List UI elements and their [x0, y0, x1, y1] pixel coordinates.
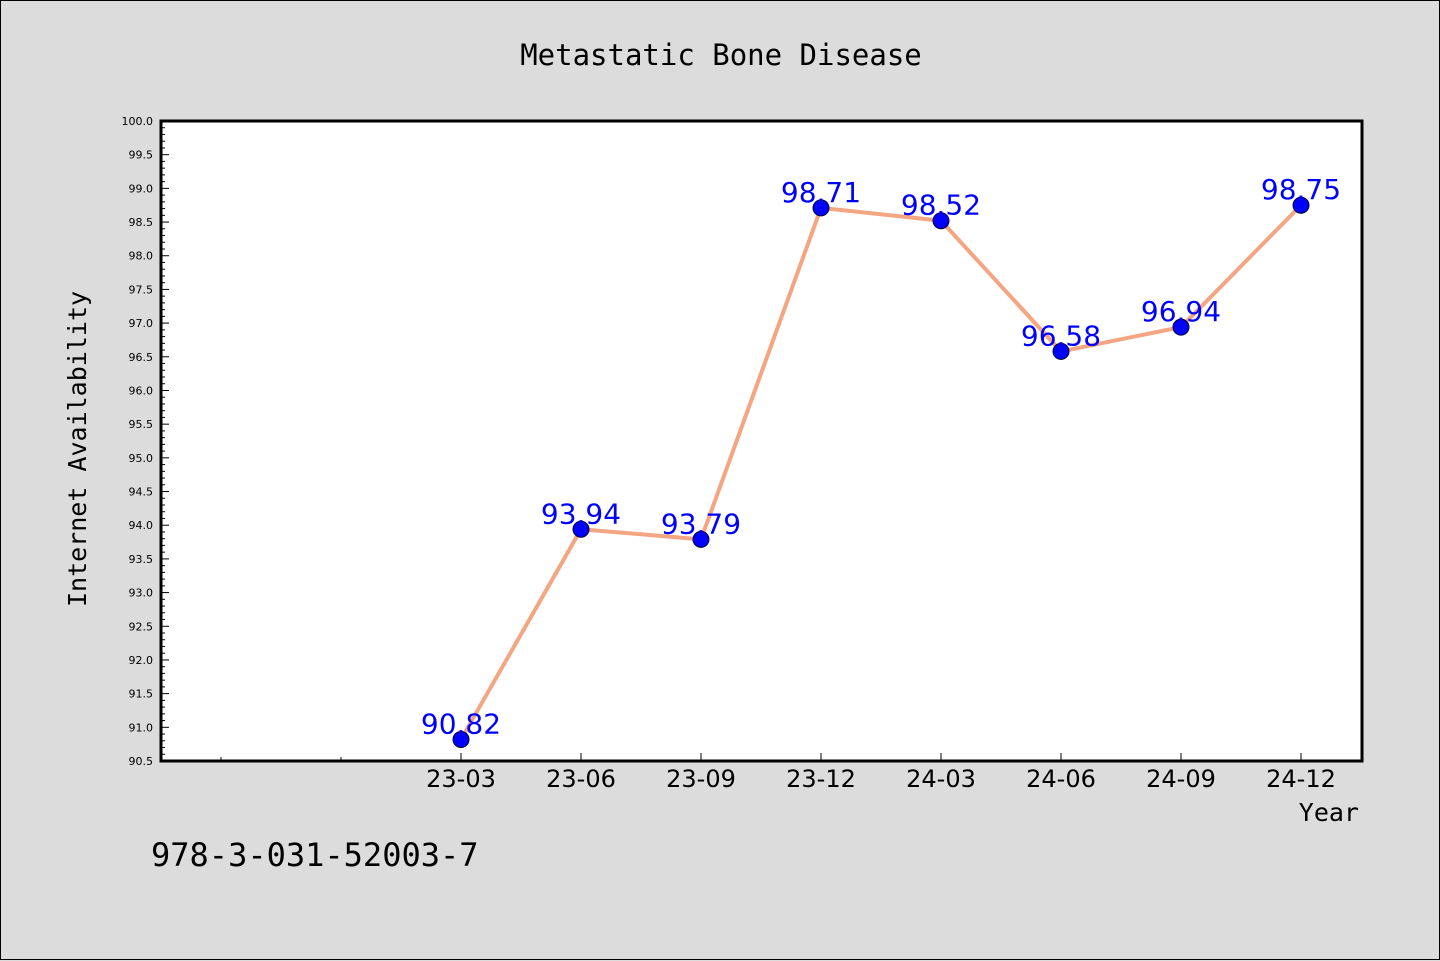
x-tick-label: 24-03 — [906, 765, 976, 793]
data-point — [1052, 342, 1070, 360]
y-axis-label: Internet Availability — [63, 291, 92, 607]
y-tick-label: 94.5 — [129, 486, 154, 499]
plot-area — [159, 119, 1364, 763]
y-tick-label: 96.5 — [129, 351, 154, 364]
x-tick-label: 23-06 — [546, 765, 616, 793]
data-point — [1172, 318, 1190, 336]
y-tick-label: 93.0 — [129, 587, 154, 600]
data-label: 98.52 — [901, 189, 981, 222]
x-tick-label: 24-06 — [1026, 765, 1096, 793]
y-tick-label: 93.5 — [129, 553, 154, 566]
data-label: 96.58 — [1021, 319, 1101, 352]
data-label: 98.71 — [781, 176, 861, 209]
data-point — [572, 520, 590, 538]
x-tick-label: 23-03 — [426, 765, 496, 793]
y-tick-label: 91.0 — [129, 721, 154, 734]
y-tick-label: 99.0 — [129, 182, 154, 195]
data-label: 98.75 — [1261, 173, 1341, 206]
data-label: 93.79 — [661, 507, 741, 540]
y-tick-label: 91.5 — [129, 688, 154, 701]
y-tick-label: 94.0 — [129, 519, 154, 532]
series-polyline — [459, 203, 1303, 741]
x-tick-label: 23-12 — [786, 765, 856, 793]
data-point — [452, 730, 470, 748]
x-tick-label: 23-09 — [666, 765, 736, 793]
data-point — [692, 530, 710, 548]
y-tick-label: 90.5 — [129, 755, 154, 768]
footnote: 978-3-031-52003-7 — [151, 836, 479, 874]
data-point — [1292, 196, 1310, 214]
x-axis-label: Year — [1299, 798, 1359, 827]
y-tick-label: 98.0 — [129, 250, 154, 263]
y-axis: 90.5 91.0 91.5 92.0 92.5 93.0 93.5 94.0 94.5 95.0… — [122, 115, 169, 768]
y-tick-label: 95.5 — [129, 418, 154, 431]
y-tick-label: 95.0 — [129, 452, 154, 465]
data-point — [812, 199, 830, 217]
x-axis: 23-03 23-06 23-09 23-12 24-03 24-06 24-09 24-12 — [220, 753, 1336, 793]
y-tick-label: 96.0 — [129, 384, 154, 397]
data-point — [932, 212, 950, 230]
data-label: 90.82 — [421, 707, 501, 740]
data-label: 93.94 — [541, 497, 621, 530]
y-tick-label: 98.5 — [129, 216, 154, 229]
y-tick-label: 97.5 — [129, 283, 154, 296]
data-labels: 90.82 93.94 93.79 98.71 98.52 96.58 96.94 98.75 — [421, 173, 1341, 740]
y-tick-label: 92.0 — [129, 654, 154, 667]
y-tick-label: 100.0 — [122, 115, 154, 128]
chart-title: Metastatic Bone Disease — [520, 38, 922, 72]
x-tick-label: 24-09 — [1146, 765, 1216, 793]
y-tick-label: 92.5 — [129, 620, 154, 633]
y-tick-label: 99.5 — [129, 149, 154, 162]
data-label: 96.94 — [1141, 295, 1221, 328]
series-line — [452, 196, 1310, 748]
y-tick-label: 97.0 — [129, 317, 154, 330]
x-tick-label: 24-12 — [1266, 765, 1336, 793]
